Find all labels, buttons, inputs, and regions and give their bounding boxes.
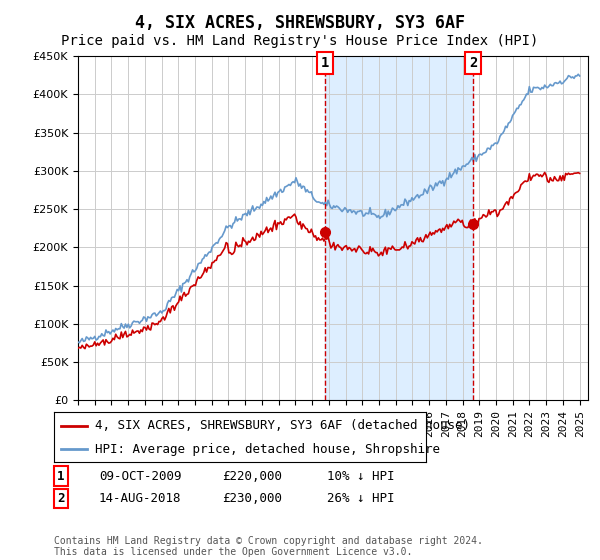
Text: HPI: Average price, detached house, Shropshire: HPI: Average price, detached house, Shro… [95, 443, 440, 456]
Text: 26% ↓ HPI: 26% ↓ HPI [327, 492, 395, 505]
Text: 10% ↓ HPI: 10% ↓ HPI [327, 469, 395, 483]
Text: 09-OCT-2009: 09-OCT-2009 [99, 469, 182, 483]
Text: £220,000: £220,000 [222, 469, 282, 483]
Text: 1: 1 [57, 469, 65, 483]
Text: 1: 1 [321, 56, 329, 70]
Text: 4, SIX ACRES, SHREWSBURY, SY3 6AF (detached house): 4, SIX ACRES, SHREWSBURY, SY3 6AF (detac… [95, 419, 470, 432]
Text: 4, SIX ACRES, SHREWSBURY, SY3 6AF: 4, SIX ACRES, SHREWSBURY, SY3 6AF [135, 14, 465, 32]
Text: Contains HM Land Registry data © Crown copyright and database right 2024.
This d: Contains HM Land Registry data © Crown c… [54, 535, 483, 557]
Bar [325, 56, 473, 400]
Text: 2: 2 [469, 56, 477, 70]
Text: 14-AUG-2018: 14-AUG-2018 [99, 492, 182, 505]
Text: Price paid vs. HM Land Registry's House Price Index (HPI): Price paid vs. HM Land Registry's House … [61, 34, 539, 48]
Text: £230,000: £230,000 [222, 492, 282, 505]
Text: 2: 2 [57, 492, 65, 505]
